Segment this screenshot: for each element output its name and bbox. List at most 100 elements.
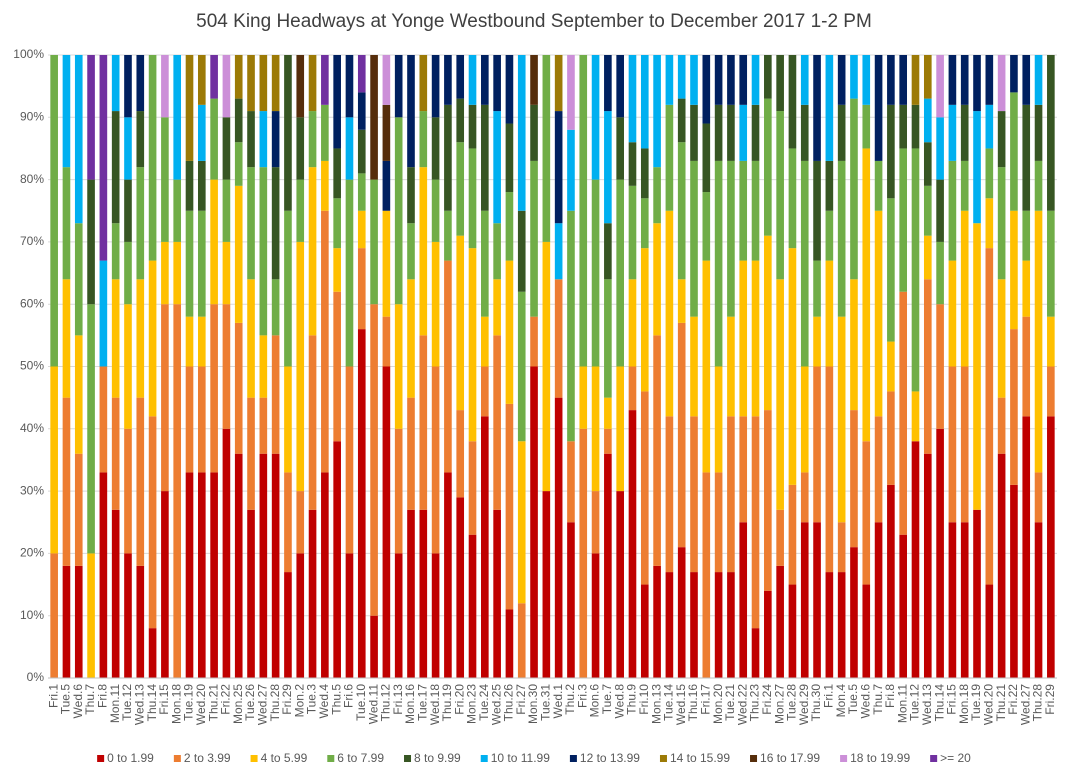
bar-segment [321,55,329,105]
bar-segment [382,160,391,211]
bar-segment [456,235,465,411]
bar-segment [308,335,317,510]
x-tick-label: Thu.9 [625,684,639,715]
bar-segment [936,117,944,180]
bar-segment [727,572,735,678]
bar-segment [394,55,403,118]
bar-segment [1010,55,1018,93]
bar-segment [751,160,760,261]
bar-segment [751,260,760,417]
bar-segment [271,167,280,280]
bar-segment [948,104,957,161]
x-tick-label: Wed.20 [981,684,995,725]
bar-segment [727,55,735,105]
bar-segment [99,55,108,261]
bar-segment [1010,210,1018,330]
bar-segment [665,416,674,573]
bar-segment [702,123,711,193]
bar-segment [874,210,883,417]
bar-segment [936,241,944,305]
bar-segment [259,167,268,336]
bar-segment [788,248,797,485]
bar-segment [948,366,957,523]
bar-segment [197,104,206,161]
bar-segment [74,223,83,336]
x-tick-label: Thu.12 [379,684,393,722]
x-tick-label: Thu.19 [440,684,454,722]
legend-swatch [97,755,105,762]
bar-segment [604,111,612,224]
bar-segment [259,55,268,112]
bar-segment [124,553,132,678]
bar-segment [357,129,366,174]
bar-segment [481,55,489,105]
x-tick-label: Thu.23 [748,684,762,722]
x-tick-label: Wed.13 [132,684,146,725]
bar-segment [161,117,169,242]
bar-segment [284,472,292,573]
bar-segment [296,117,305,180]
bar-segment [50,553,58,678]
bar-segment [197,210,206,317]
bar-segment [111,509,120,678]
bar-segment [517,291,526,442]
bar-segment [1034,104,1043,161]
bar-segment [776,509,784,566]
bar-segment [481,316,489,367]
bar-segment [308,509,317,678]
bar-segment [677,98,686,143]
bar-segment [690,104,698,161]
bar-segment [591,55,600,180]
x-tick-label: Mon.18 [957,684,971,724]
bar-segment [345,55,354,118]
bar-segment [481,104,489,211]
bar-segment [616,55,624,118]
bar-segment [677,142,686,280]
bar-segment [333,248,341,292]
bar-segment [825,366,834,573]
bar-segment [653,565,661,678]
x-tick-label: Thu.28 [268,684,282,722]
bar-segment [481,366,489,417]
bar-segment [604,428,612,454]
bar-segment [874,160,883,211]
bar-segment [628,410,637,678]
bar-segment [124,117,132,180]
bar-segment [985,104,994,149]
bar-segment [468,148,477,249]
bar-segment [640,55,649,149]
bar-segment [62,565,71,678]
bar-segment [764,590,772,678]
bar-segment [87,553,95,678]
y-tick-label: 0% [27,670,45,684]
bar-segment [382,104,391,161]
bar-segment [788,584,797,678]
x-tick-label: Tue.12 [908,684,922,721]
bar-segment [259,397,268,454]
x-tick-label: Mon.18 [169,684,183,724]
bar-segment [960,160,969,211]
bar-segment [161,491,169,678]
bar-segment [87,304,95,554]
bar-segment [210,98,218,180]
bar-segment [800,522,809,678]
bar-segment [825,260,834,367]
x-tick-label: Thu.7 [871,684,885,715]
bar-segment [690,160,698,317]
bar-segment [604,223,612,280]
bar-segment [751,104,760,161]
bar-segment [185,55,194,161]
bar-segment [148,55,157,261]
bar-segment [419,509,428,678]
bar-segment [173,179,182,242]
bar-segment [370,304,378,616]
bar-segment [444,260,452,473]
bar-segment [702,192,711,261]
bar-segment [911,391,920,442]
bar-segment [185,160,194,211]
bar-segment [357,210,366,249]
bar-segment [173,241,182,305]
bar-segment [653,335,661,566]
bar-segment [960,104,969,161]
bar-segment [751,55,760,105]
